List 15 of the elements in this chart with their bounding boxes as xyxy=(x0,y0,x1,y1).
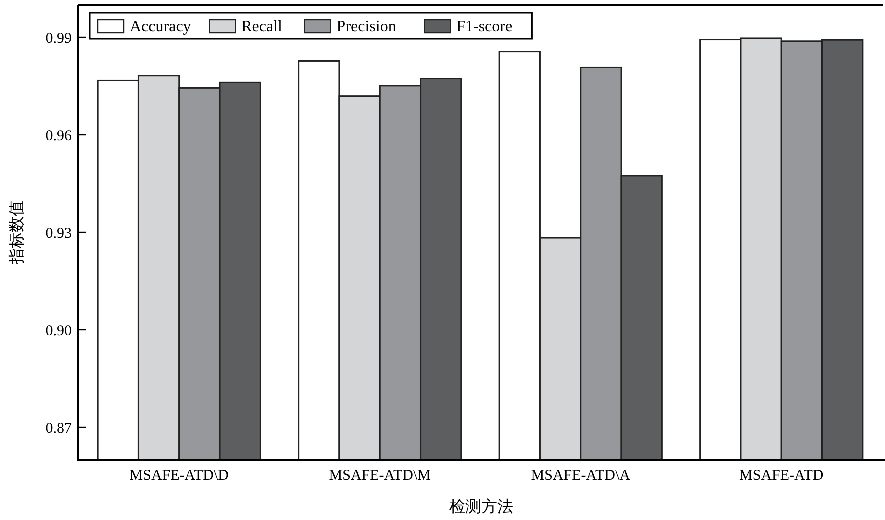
legend-label: Recall xyxy=(242,18,284,36)
legend-label: Precision xyxy=(336,18,396,36)
legend-label: F1-score xyxy=(456,18,513,36)
x-tick-label: MSAFE-ATD\M xyxy=(329,468,431,484)
x-axis-title: 检测方法 xyxy=(450,498,514,516)
x-tick-label: MSAFE-ATD\D xyxy=(130,468,230,484)
y-tick-label: 0.99 xyxy=(46,30,72,47)
y-tick-label: 0.93 xyxy=(46,226,72,242)
y-tick-label: 0.87 xyxy=(46,420,72,437)
y-tick-label: 0.96 xyxy=(46,128,72,144)
y-axis-title: 指标数值 xyxy=(8,200,26,266)
x-tick-label: MSAFE-ATD xyxy=(740,468,824,484)
y-tick-label: 0.90 xyxy=(46,323,72,340)
x-tick-label: MSAFE-ATD\A xyxy=(531,468,631,484)
legend-label: Accuracy xyxy=(130,18,192,36)
